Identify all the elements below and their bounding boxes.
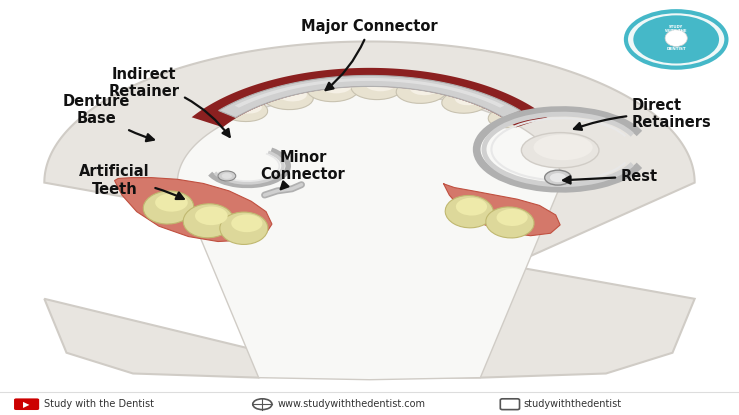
Ellipse shape	[321, 78, 352, 93]
Text: Rest: Rest	[563, 169, 658, 184]
Ellipse shape	[220, 212, 268, 244]
Ellipse shape	[195, 206, 228, 225]
Text: STUDY
WITH THE: STUDY WITH THE	[665, 25, 687, 33]
Text: Study with the Dentist: Study with the Dentist	[44, 399, 154, 409]
Ellipse shape	[277, 87, 307, 101]
Ellipse shape	[365, 76, 396, 91]
Ellipse shape	[486, 207, 534, 238]
Ellipse shape	[143, 191, 194, 224]
Text: Minor
Connector: Minor Connector	[261, 150, 345, 189]
Text: DENTIST: DENTIST	[667, 47, 686, 51]
Ellipse shape	[497, 209, 528, 226]
Text: Direct
Retainers: Direct Retainers	[574, 98, 712, 130]
Ellipse shape	[534, 134, 593, 160]
Polygon shape	[443, 183, 560, 236]
Circle shape	[218, 171, 236, 181]
Polygon shape	[191, 68, 548, 127]
Ellipse shape	[307, 77, 358, 102]
Text: Major Connector: Major Connector	[302, 20, 437, 90]
Ellipse shape	[396, 79, 446, 103]
Ellipse shape	[183, 204, 234, 238]
Text: studywiththedentist: studywiththedentist	[523, 399, 621, 409]
Ellipse shape	[351, 75, 403, 100]
Polygon shape	[219, 76, 520, 117]
Text: ▶: ▶	[24, 400, 30, 409]
Text: Artificial
Teeth: Artificial Teeth	[79, 164, 184, 199]
Text: www.studywiththedentist.com: www.studywiththedentist.com	[277, 399, 425, 409]
Ellipse shape	[456, 198, 487, 215]
Ellipse shape	[234, 100, 262, 114]
Text: Denture
Base: Denture Base	[62, 94, 154, 141]
Circle shape	[550, 173, 566, 182]
Circle shape	[222, 173, 232, 179]
Ellipse shape	[410, 81, 440, 95]
Ellipse shape	[665, 30, 687, 46]
Circle shape	[633, 15, 719, 63]
Circle shape	[626, 11, 726, 68]
Polygon shape	[177, 93, 562, 380]
Ellipse shape	[521, 133, 599, 168]
Ellipse shape	[488, 106, 531, 128]
Text: Indirect
Retainer: Indirect Retainer	[109, 67, 230, 137]
Ellipse shape	[220, 98, 268, 122]
Ellipse shape	[442, 90, 489, 113]
Polygon shape	[115, 178, 272, 242]
FancyBboxPatch shape	[14, 398, 39, 410]
Ellipse shape	[263, 85, 313, 110]
Ellipse shape	[155, 193, 188, 212]
Ellipse shape	[500, 107, 527, 120]
Polygon shape	[235, 78, 504, 107]
Ellipse shape	[455, 91, 483, 105]
Polygon shape	[44, 42, 695, 378]
Ellipse shape	[445, 195, 494, 228]
Ellipse shape	[231, 215, 262, 232]
Circle shape	[545, 170, 571, 185]
